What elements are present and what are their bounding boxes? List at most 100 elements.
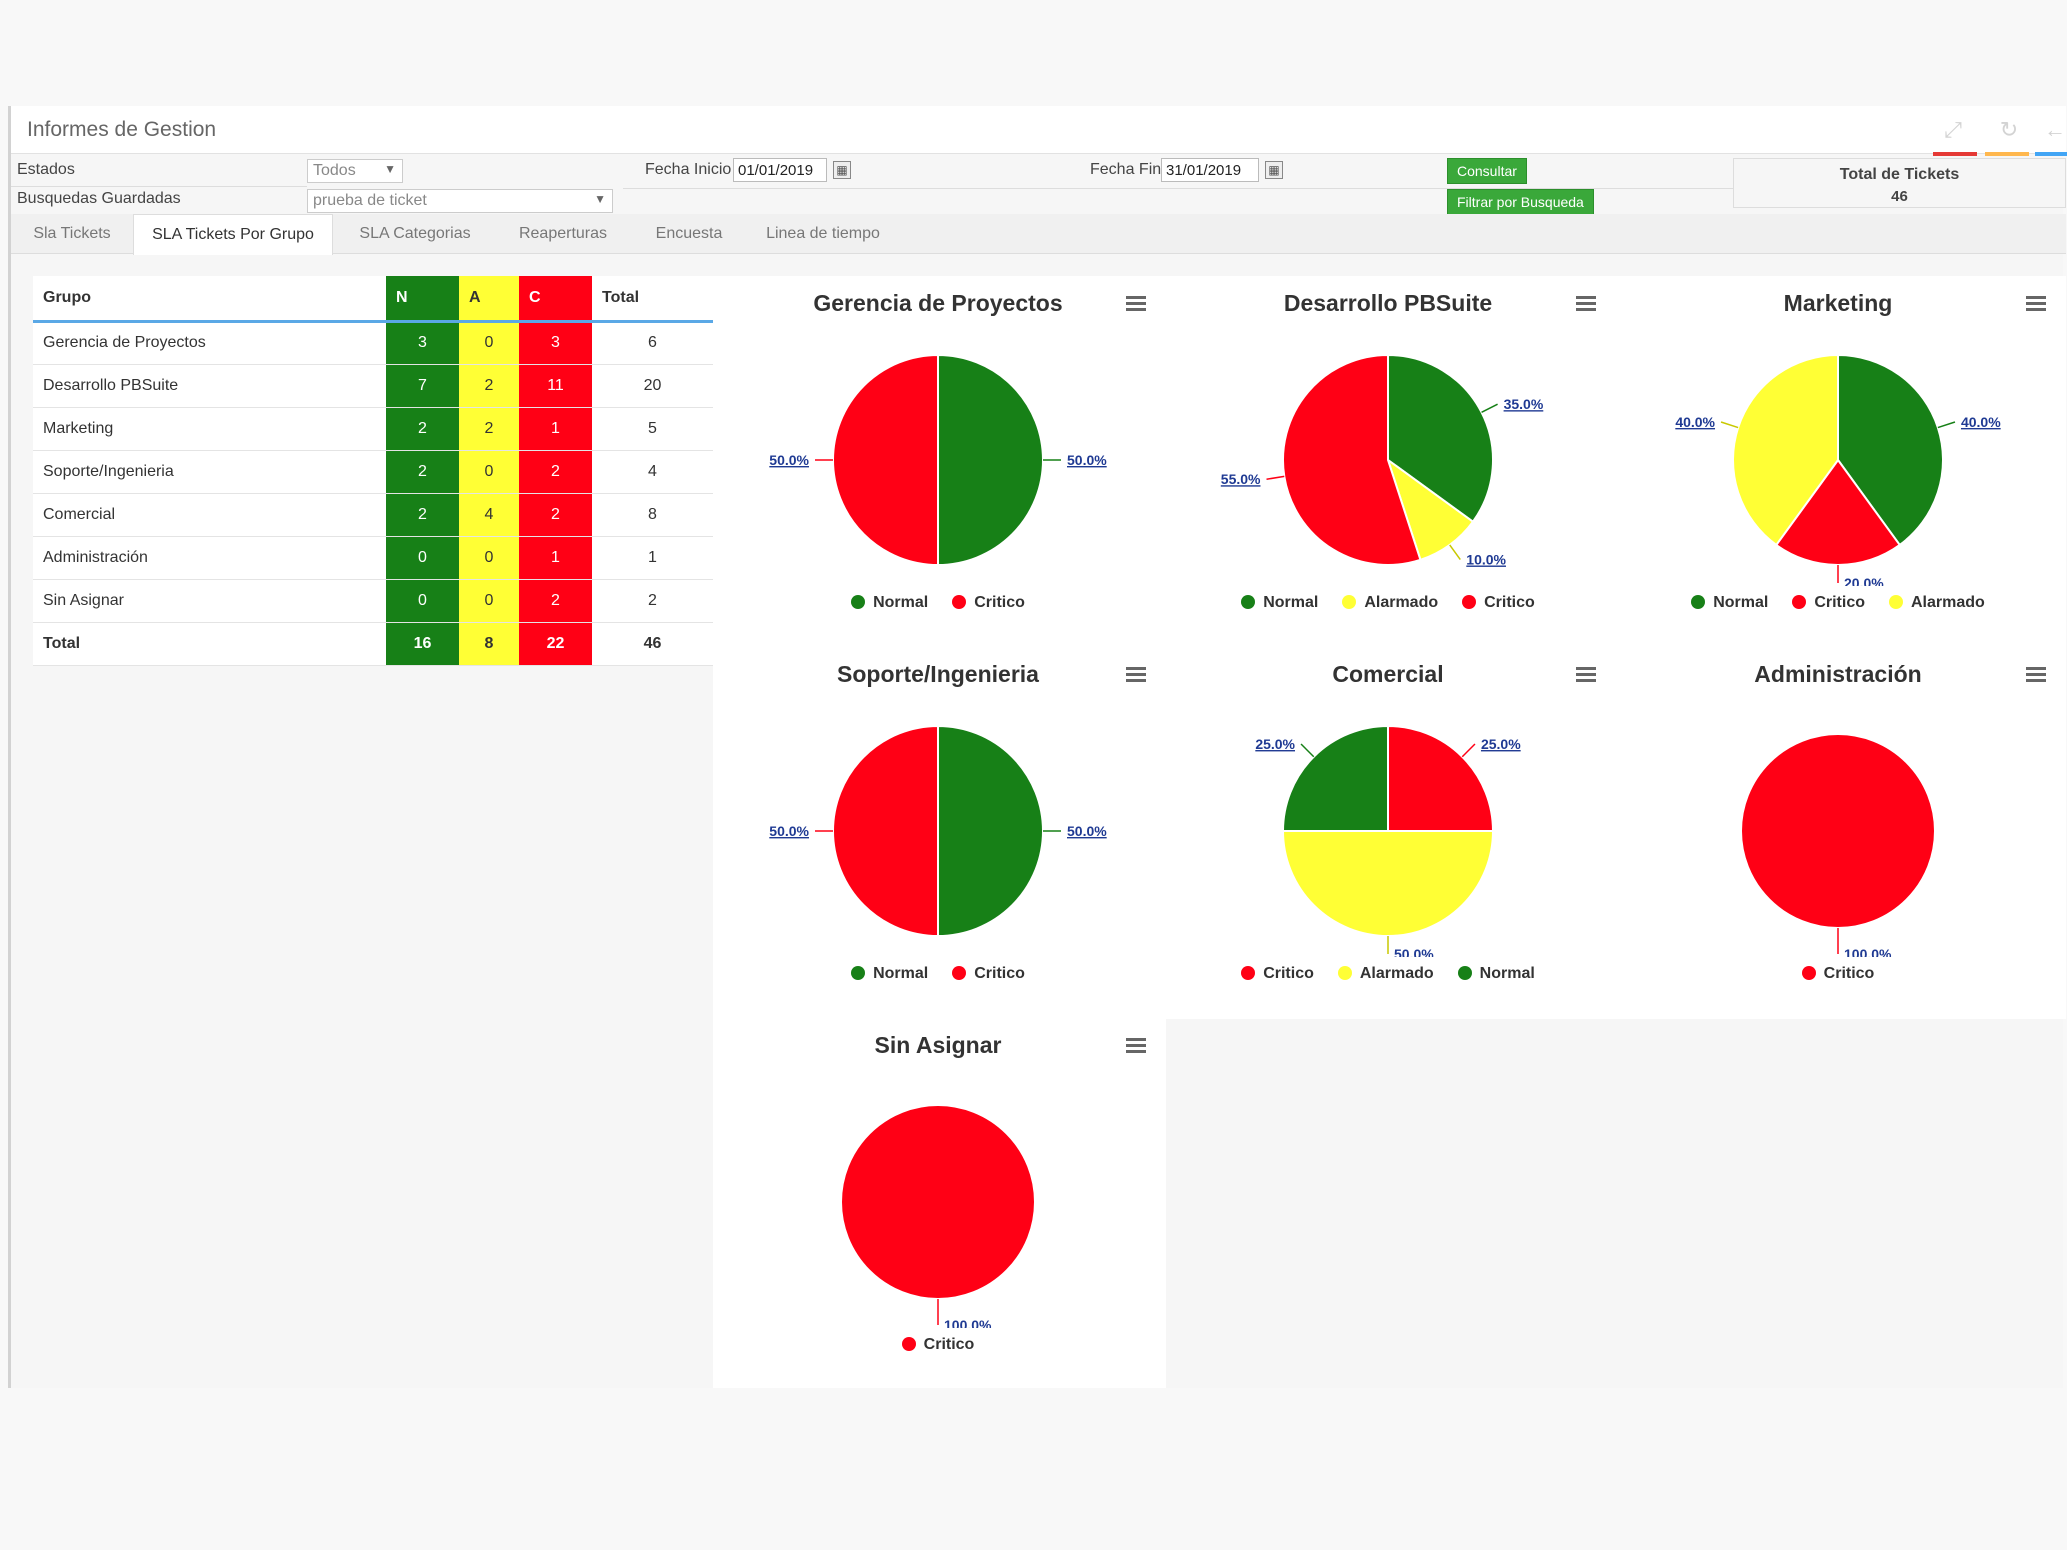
total-tickets-value: 46: [1891, 188, 1908, 205]
legend-item-normal[interactable]: Normal: [1457, 965, 1535, 983]
pie-slice-normal[interactable]: [937, 353, 1044, 567]
fecha-fin-input[interactable]: 31/01/2019: [1161, 158, 1259, 182]
legend-label: Normal: [1479, 965, 1535, 982]
legend-item-critico[interactable]: Critico: [1801, 965, 1874, 983]
tab-reaperturas[interactable]: Reaperturas: [518, 225, 608, 242]
pie-slice-critico[interactable]: [1282, 353, 1422, 566]
back-arrow-icon[interactable]: ←: [2044, 117, 2066, 142]
col-grupo-header[interactable]: Grupo: [33, 276, 386, 323]
tab-sla-tickets-por-grupo[interactable]: SLA Tickets Por Grupo: [133, 214, 333, 255]
hamburger-menu-icon[interactable]: [1126, 1038, 1146, 1054]
hamburger-menu-icon[interactable]: [1126, 296, 1146, 312]
table-row: Sin Asignar 0 0 2 2: [33, 579, 713, 623]
legend-label: Normal: [1263, 594, 1319, 611]
cell-c: 22: [519, 622, 592, 666]
pie-slice-normal[interactable]: [937, 724, 1044, 938]
busquedas-select[interactable]: prueba de ticket ▼: [307, 189, 613, 213]
pie-data-label: 20.0%: [1844, 575, 1884, 586]
cell-a: 0: [459, 579, 519, 623]
pie-slice-critico[interactable]: [832, 724, 939, 938]
pie-slice-normal[interactable]: [1387, 353, 1494, 524]
hamburger-menu-icon[interactable]: [2026, 296, 2046, 312]
calendar-icon[interactable]: ▦: [1265, 161, 1283, 179]
legend-item-normal[interactable]: Normal: [1691, 594, 1768, 612]
busquedas-value: prueba de ticket: [313, 192, 427, 209]
pie-slice-critico[interactable]: [1774, 458, 1902, 566]
tab-encuesta[interactable]: Encuesta: [655, 225, 723, 242]
chart-legend: Critico Alarmado Normal: [1163, 965, 1613, 983]
legend-item-critico[interactable]: Critico: [952, 594, 1025, 612]
col-n-header[interactable]: N: [386, 276, 459, 323]
total-tickets-label: Total de Tickets: [1839, 166, 1960, 183]
col-c-header[interactable]: C: [519, 276, 592, 323]
legend-label: Critico: [1814, 594, 1865, 611]
hamburger-menu-icon[interactable]: [1126, 667, 1146, 683]
legend-item-critico[interactable]: Critico: [1462, 594, 1535, 612]
legend-dot-icon: [851, 966, 866, 980]
hamburger-menu-icon[interactable]: [1576, 296, 1596, 312]
cell-a: 4: [459, 493, 519, 537]
legend-item-critico[interactable]: Critico: [901, 1336, 974, 1354]
cell-c: 3: [519, 321, 592, 365]
hamburger-menu-icon[interactable]: [1576, 667, 1596, 683]
pie-data-label: 10.0%: [1466, 552, 1506, 568]
divider: [623, 188, 1733, 189]
pie-slice-alarmado[interactable]: [1732, 353, 1839, 547]
hamburger-menu-icon[interactable]: [2026, 667, 2046, 683]
cell-total: 6: [592, 321, 713, 365]
pie-slice-normal[interactable]: [1837, 353, 1944, 547]
pie-slice-alarmado[interactable]: [1281, 830, 1495, 937]
legend-item-normal[interactable]: Normal: [851, 594, 928, 612]
legend-item-normal[interactable]: Normal: [851, 965, 928, 983]
estados-label: Estados: [17, 161, 75, 178]
cell-grupo: Administración: [33, 536, 386, 580]
legend-item-alarmado[interactable]: Alarmado: [1889, 594, 1985, 612]
pie-slice-normal[interactable]: [1281, 724, 1389, 832]
cell-grupo: Total: [33, 622, 386, 666]
cell-c: 2: [519, 579, 592, 623]
tab-sla-tickets[interactable]: Sla Tickets: [33, 225, 111, 242]
calendar-icon[interactable]: ▦: [833, 161, 851, 179]
estados-select[interactable]: Todos ▼: [307, 159, 403, 183]
col-a-header[interactable]: A: [459, 276, 519, 323]
pie-label-connector: [1449, 544, 1461, 560]
expand-icon[interactable]: ⤢: [1944, 117, 1962, 142]
fecha-fin-label: Fecha Fin: [1090, 161, 1162, 178]
pie-chart: 100.0%: [840, 1104, 1036, 1328]
legend-item-normal[interactable]: Normal: [1241, 594, 1318, 612]
consultar-button[interactable]: Consultar: [1447, 158, 1527, 184]
filtrar-busqueda-button[interactable]: Filtrar por Busqueda: [1447, 189, 1594, 215]
chart-legend: Normal Critico: [713, 594, 1163, 612]
pie-slice-critico[interactable]: [1740, 733, 1936, 929]
chevron-down-icon: ▼: [594, 192, 606, 206]
legend-item-alarmado[interactable]: Alarmado: [1337, 965, 1434, 983]
chart-marketing: Marketing 40.0% 20.0% 40.0% Normal Critico Ala…: [1613, 276, 2063, 646]
cell-n: 2: [386, 407, 459, 451]
header-accent-red: [1933, 152, 1977, 156]
pie-label-connector: [1720, 421, 1739, 429]
legend-item-critico[interactable]: Critico: [1241, 965, 1314, 983]
table-header-row: Grupo N A C Total: [33, 276, 713, 323]
chart-title: Marketing: [1783, 290, 1893, 316]
legend-item-critico[interactable]: Critico: [952, 965, 1025, 983]
legend-item-alarmado[interactable]: Alarmado: [1342, 594, 1438, 612]
pie-slice-critico[interactable]: [832, 353, 939, 567]
pie-chart: 50.0% 50.0%: [769, 724, 1107, 938]
col-total-header[interactable]: Total: [592, 276, 713, 323]
header-accent-orange: [1985, 152, 2029, 156]
pie-slice-critico[interactable]: [840, 1104, 1036, 1300]
fecha-inicio-input[interactable]: 01/01/2019: [733, 158, 827, 182]
refresh-icon[interactable]: ↻: [1999, 117, 2019, 142]
legend-item-critico[interactable]: Critico: [1792, 594, 1865, 612]
tab-sla-categorias[interactable]: SLA Categorias: [359, 225, 471, 242]
pie-chart: 35.0% 10.0% 55.0%: [1221, 353, 1544, 568]
pie-slice-critico[interactable]: [1387, 724, 1495, 832]
chevron-down-icon: ▼: [384, 162, 396, 176]
cell-a: 8: [459, 622, 519, 666]
pie-data-label: 25.0%: [1255, 736, 1295, 752]
pie-label-connector: [1937, 421, 1956, 429]
tab-linea-de-tiempo[interactable]: Linea de tiempo: [766, 225, 880, 242]
legend-dot-icon: [1462, 595, 1477, 609]
table-row: Gerencia de Proyectos 3 0 3 6: [33, 321, 713, 365]
cell-a: 0: [459, 536, 519, 580]
